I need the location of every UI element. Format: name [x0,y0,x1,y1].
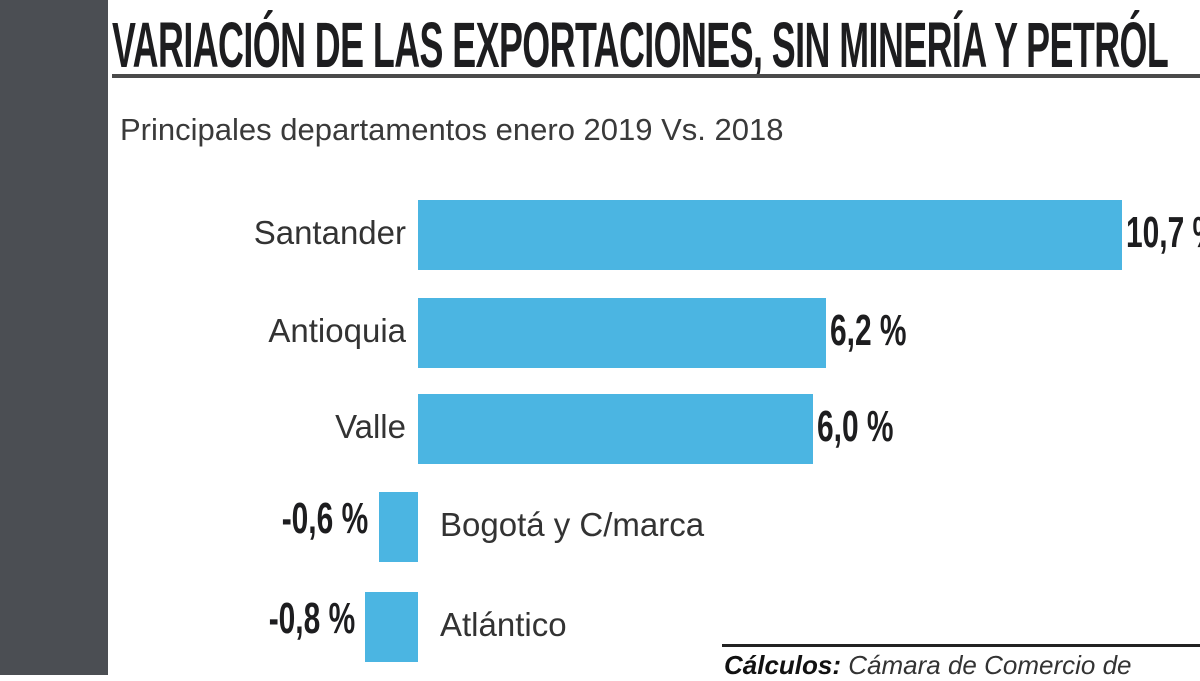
category-label: Atlántico [440,606,567,643]
source-note: Cálculos: Cámara de Comercio de [724,650,1132,681]
category-label: Bogotá y C/marca [440,506,705,543]
chart-subtitle: Principales departamentos enero 2019 Vs.… [120,112,784,147]
bar-3 [378,492,418,562]
bar-4 [365,592,418,662]
chart-title: VARIACIÓN DE LAS EXPORTACIONES, SIN MINE… [112,9,1169,81]
category-label: Santander [253,214,406,251]
left-dark-strip [0,0,108,675]
value-label: 6,2 % [829,306,907,355]
category-label: Valle [335,408,406,445]
value-label: 10,7 % [1126,208,1200,257]
bar-0 [418,200,1123,270]
value-label: -0,8 % [268,594,356,643]
source-label: Cálculos: [724,650,842,680]
bar-2 [418,394,813,464]
source-rule [722,644,1200,647]
source-text: Cámara de Comercio de [848,650,1132,680]
bar-1 [418,298,826,368]
category-label: Antioquia [268,312,406,349]
value-label: 6,0 % [816,402,894,451]
title-underline [112,74,1200,78]
value-label: -0,6 % [282,494,369,543]
